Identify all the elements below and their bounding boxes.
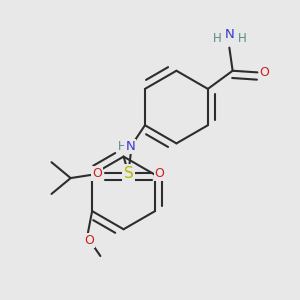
Text: N: N <box>126 140 135 153</box>
Text: H: H <box>212 32 221 45</box>
Text: N: N <box>224 28 234 41</box>
Text: O: O <box>260 66 270 79</box>
Text: O: O <box>154 167 164 180</box>
Text: S: S <box>124 166 133 181</box>
Text: O: O <box>92 167 102 180</box>
Text: H: H <box>238 32 246 45</box>
Text: H: H <box>118 140 126 153</box>
Text: O: O <box>84 234 94 247</box>
